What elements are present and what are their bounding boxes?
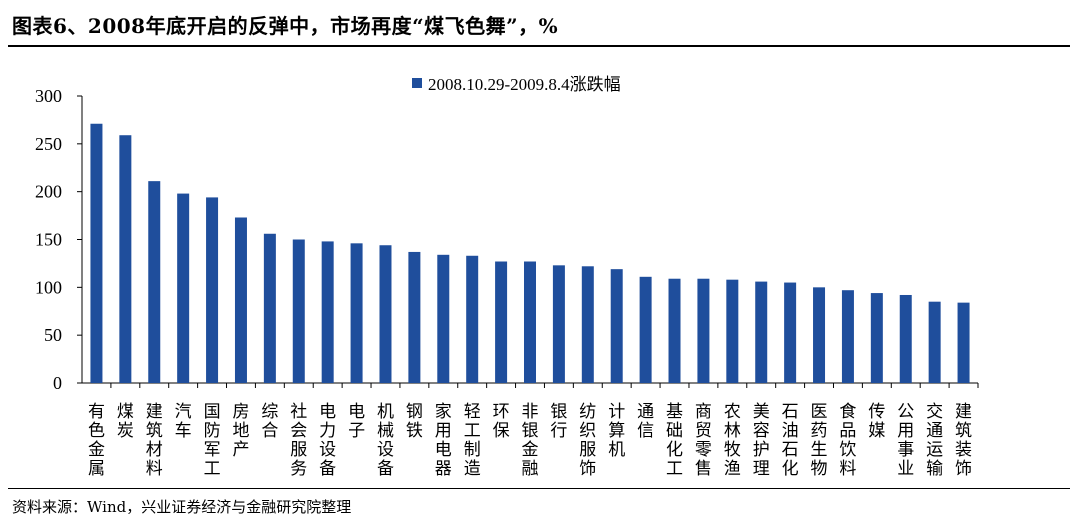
bar [610, 269, 623, 383]
x-tick-label: 轻工制造 [464, 402, 481, 479]
bar [697, 278, 710, 383]
bar [350, 243, 363, 383]
y-tick-label: 0 [53, 373, 62, 393]
x-tick-label: 商贸零售 [695, 402, 712, 479]
bar [466, 255, 479, 383]
source-note: 资料来源：Wind，兴业证券经济与金融研究院整理 [12, 498, 352, 516]
title-divider [8, 45, 1070, 47]
bar [495, 261, 508, 383]
x-tick-label: 有色金属 [88, 402, 105, 479]
bar [90, 123, 103, 383]
bar [668, 278, 681, 383]
bar [321, 241, 334, 383]
x-tick-label: 基础化工 [666, 402, 683, 479]
x-tick-label: 汽车 [175, 402, 192, 441]
y-tick-label: 200 [35, 182, 62, 202]
bar [379, 245, 392, 383]
bar [581, 266, 594, 383]
bar [524, 261, 536, 383]
x-tick-label: 美容护理 [753, 402, 770, 479]
footer-divider [8, 488, 1070, 489]
x-tick-label: 建筑材料 [146, 402, 163, 479]
x-tick-label: 煤炭 [117, 402, 134, 441]
y-tick-label: 100 [35, 277, 62, 297]
x-tick-label: 通信 [637, 402, 654, 441]
bar [292, 239, 305, 383]
bar [177, 193, 190, 383]
bar [148, 181, 161, 383]
x-tick-label: 建筑装饰 [955, 402, 972, 479]
legend: 2008.10.29-2009.8.4涨跌幅 [412, 70, 621, 95]
bar [784, 282, 797, 383]
bar [206, 197, 219, 383]
bar [899, 294, 912, 383]
bar [870, 293, 883, 383]
bar [552, 265, 565, 383]
y-tick-label: 250 [35, 134, 62, 154]
bar [813, 287, 826, 383]
x-tick-label: 纺织服饰 [579, 402, 596, 479]
bar [408, 251, 421, 383]
x-tick-label: 社会服务 [290, 402, 307, 479]
y-tick-label: 300 [35, 86, 62, 106]
bar [928, 301, 941, 383]
x-tick-label: 食品饮料 [839, 402, 856, 479]
legend-label: 2008.10.29-2009.8.4涨跌幅 [428, 75, 621, 94]
x-tick-label: 国防军工 [204, 402, 221, 479]
y-tick-label: 50 [44, 325, 62, 345]
legend-swatch [412, 77, 422, 88]
bar [726, 279, 739, 383]
x-tick-label: 房地产 [232, 402, 249, 460]
x-tick-label: 传媒 [868, 402, 885, 441]
x-tick-label: 机械设备 [377, 402, 394, 479]
bar [234, 217, 247, 383]
bar [437, 254, 450, 383]
bar [639, 276, 652, 383]
x-tick-label: 计算机 [608, 402, 625, 460]
bar [119, 135, 132, 383]
x-tick-label: 电力设备 [319, 402, 336, 479]
bar [957, 302, 970, 383]
bar [841, 290, 854, 383]
x-tick-label: 银行 [550, 402, 567, 441]
y-tick-label: 150 [35, 230, 62, 250]
x-tick-label: 公用事业 [897, 402, 914, 479]
chart-title: 图表6、2008年底开启的反弹中，市场再度“煤飞色舞”，% [12, 14, 559, 38]
x-tick-label: 环保 [493, 402, 510, 441]
x-tick-label: 综合 [261, 402, 278, 441]
x-tick-label: 医药生物 [811, 402, 828, 479]
x-tick-label: 钢铁 [406, 402, 423, 441]
bar-chart: 0 50 100 150 200 250 300 有色金属煤炭建筑材料汽车国防军工房地产综合社… [35, 86, 979, 479]
x-tick-label: 电子 [348, 402, 365, 441]
bar [263, 233, 276, 383]
x-tick-label: 家用电器 [435, 402, 452, 479]
x-tick-label: 石油石化 [782, 402, 799, 479]
x-tick-label: 非银金融 [522, 402, 539, 479]
bar [755, 281, 768, 383]
x-tick-label: 交通运输 [926, 402, 943, 479]
x-tick-label: 农林牧渔 [724, 402, 741, 479]
